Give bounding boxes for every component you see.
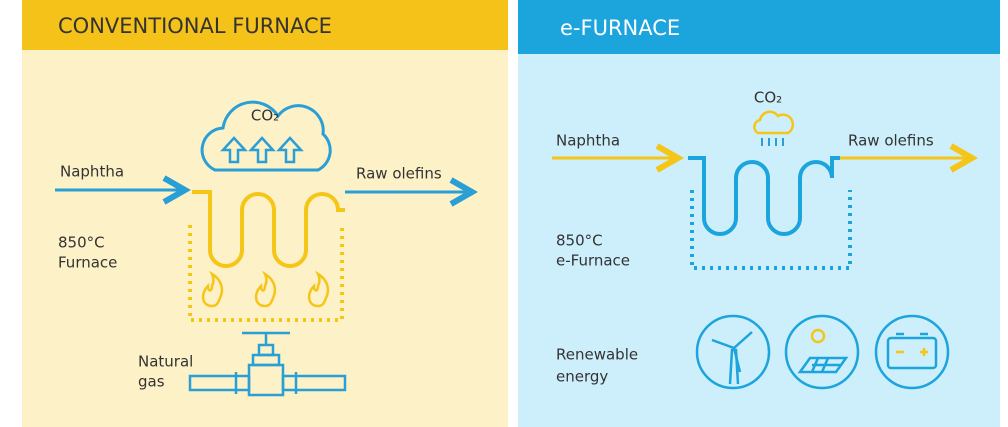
right-output: Raw olefins (848, 132, 934, 150)
left-output: Raw olefins (356, 165, 442, 183)
left-emission: CO₂ (251, 107, 279, 125)
left-title: CONVENTIONAL FURNACE (58, 14, 332, 38)
gas-valve (188, 331, 347, 397)
furnace-box (188, 225, 344, 322)
right-furnace-1: 850°C (556, 232, 603, 250)
right-body (518, 54, 1000, 427)
left-furnace-2: Furnace (58, 254, 117, 272)
right-header (518, 0, 1000, 54)
cloud (200, 100, 332, 172)
right-fuel-2: energy (556, 368, 608, 386)
left-input: Naphtha (60, 163, 124, 181)
right-fuel-1: Renewable (556, 346, 638, 364)
furnace-box (690, 190, 852, 270)
coil (192, 190, 345, 268)
right-furnace-2: e-Furnace (556, 252, 630, 270)
left-header (22, 0, 508, 50)
up-arrows (220, 136, 304, 164)
right-title: e-FURNACE (560, 16, 680, 40)
right-input: Naphtha (556, 132, 620, 150)
small-cloud (753, 110, 795, 135)
renewable-icons (695, 314, 950, 390)
left-fuel-2: gas (138, 373, 165, 391)
right-emission: CO₂ (754, 89, 782, 107)
coil (688, 156, 840, 236)
left-fuel-1: Natural (138, 353, 193, 371)
flames (201, 270, 330, 308)
left-furnace-1: 850°C (58, 234, 105, 252)
small-arrows (761, 138, 784, 146)
